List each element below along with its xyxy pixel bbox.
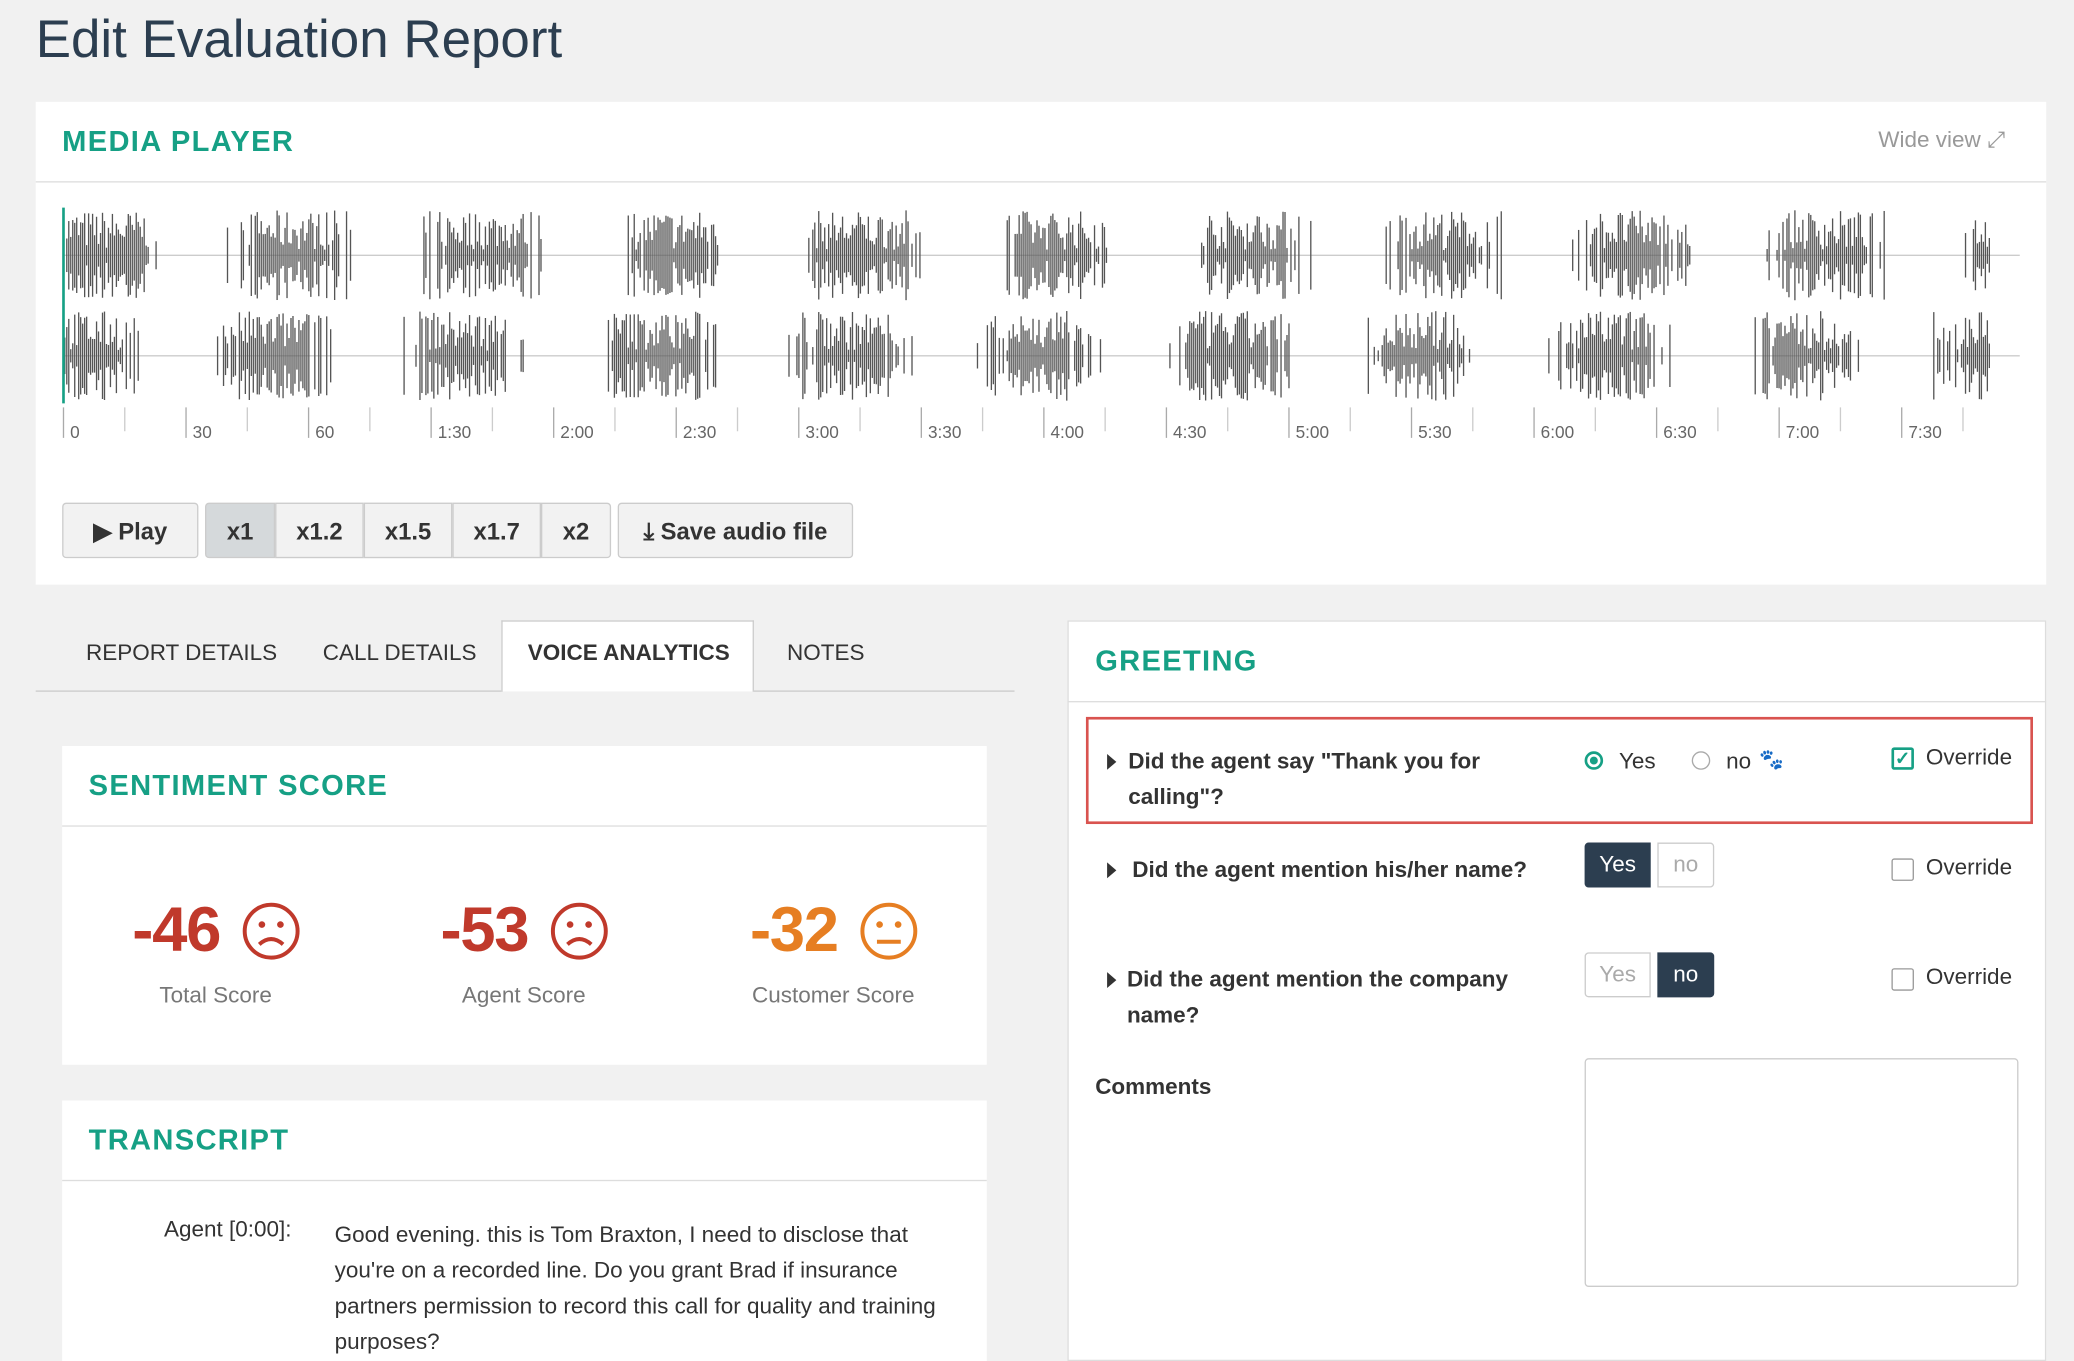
no-button[interactable]: no <box>1657 952 1715 998</box>
question: Did the agent mention the company name? <box>1126 966 1509 1028</box>
save-button[interactable]: ⤓ Save audio file <box>617 502 854 559</box>
panel-heading: SENTIMENT SCORE <box>88 768 389 802</box>
radio[interactable] <box>1691 751 1711 770</box>
panel-heading: GREETING <box>1095 644 1258 678</box>
speed-button[interactable]: x1 <box>205 502 276 559</box>
timeline-label: 3:00 <box>805 422 838 442</box>
timeline-label: 3:30 <box>928 422 961 442</box>
question: Did the agent say "Thank you for calling… <box>1128 748 1481 810</box>
timeline-label: 4:00 <box>1050 422 1083 442</box>
expand-icon[interactable] <box>1107 862 1117 879</box>
panel-heading: MEDIA PLAYER <box>62 124 295 158</box>
timeline-label: 2:00 <box>560 422 593 442</box>
tab[interactable]: REPORT DETAILS <box>85 640 278 666</box>
speed-button[interactable]: x2 <box>540 502 612 559</box>
expand-icon[interactable] <box>1107 753 1117 770</box>
checkbox[interactable] <box>1891 968 1914 991</box>
divider <box>1067 701 2047 703</box>
question: Did the agent mention his/her name? <box>1132 857 1528 883</box>
timeline-label: 5:30 <box>1418 422 1451 442</box>
sentiment-panel <box>62 746 987 1065</box>
timeline-label: 2:30 <box>683 422 716 442</box>
active-tab-bg <box>501 620 754 692</box>
page-title: Edit Evaluation Report <box>35 10 563 69</box>
timeline-label: 60 <box>315 422 334 442</box>
divider <box>62 825 987 827</box>
speaker: Agent [0:00]: <box>164 1216 292 1243</box>
timeline-label: 6:30 <box>1663 422 1696 442</box>
divider <box>35 181 2047 183</box>
yes-button[interactable]: Yes <box>1584 952 1651 998</box>
override-label[interactable]: Override <box>1925 854 2013 880</box>
timeline-label: 1:30 <box>438 422 471 442</box>
override-label[interactable]: Override <box>1925 964 2013 990</box>
score-value: -53 <box>440 895 529 966</box>
comments-label: Comments <box>1095 1074 1212 1100</box>
speed-button[interactable]: x1.2 <box>275 502 364 559</box>
timeline-label: 4:30 <box>1173 422 1206 442</box>
timeline-label: 7:00 <box>1786 422 1819 442</box>
play-button[interactable]: ▶ Play <box>62 502 199 559</box>
radio-label[interactable]: no <box>1726 748 1752 774</box>
radio-selected[interactable] <box>1584 751 1604 770</box>
score-value: -32 <box>749 895 839 966</box>
checkbox-checked[interactable]: ✓ <box>1891 747 1914 770</box>
expand-icon[interactable] <box>1107 972 1117 989</box>
tab[interactable]: NOTES <box>787 640 865 666</box>
divider <box>62 1179 987 1182</box>
score-label: Total Score <box>159 982 272 1008</box>
face-icon <box>550 902 608 960</box>
wide-view-label[interactable]: Wide view <box>1878 126 1981 153</box>
waveform[interactable]: 0 30 60 1:30 2:00 2:30 3:00 3:30 4:00 4:30 5:00 5:3… <box>0 0 2074 456</box>
speed-button[interactable]: x1.7 <box>452 502 541 559</box>
transcript-panel <box>62 1100 987 1361</box>
tab[interactable]: CALL DETAILS <box>322 640 477 666</box>
score-value: -46 <box>132 895 221 966</box>
highlight-box <box>1085 716 2033 825</box>
score-label: Customer Score <box>752 982 915 1008</box>
play-label[interactable]: Play <box>118 518 168 545</box>
timeline-label: 6:00 <box>1541 422 1574 442</box>
panel-heading: TRANSCRIPT <box>88 1122 290 1157</box>
yes-button[interactable]: Yes <box>1584 842 1651 888</box>
timeline-label: 30 <box>193 422 212 442</box>
speed-button[interactable]: x1.5 <box>363 502 453 559</box>
timeline-label: 5:00 <box>1296 422 1329 442</box>
comments-input[interactable] <box>1584 1058 2019 1287</box>
wide-view[interactable]: Wide view ⤢ <box>1878 126 2005 153</box>
radio-label[interactable]: Yes <box>1618 748 1656 774</box>
score-label: Agent Score <box>461 982 586 1008</box>
paw-icon: 🐾 <box>1759 748 1784 772</box>
face-icon <box>860 902 918 960</box>
override-label[interactable]: Override <box>1925 744 2013 770</box>
face-icon <box>242 902 300 960</box>
tab[interactable]: VOICE ANALYTICS <box>527 640 730 666</box>
save-label[interactable]: Save audio file <box>660 518 828 545</box>
timeline-label: 7:30 <box>1908 422 1941 442</box>
no-button[interactable]: no <box>1657 842 1715 888</box>
utterance: Good evening. this is Tom Braxton, I nee… <box>334 1222 936 1355</box>
timeline-label: 0 <box>70 422 80 442</box>
checkbox[interactable] <box>1891 858 1914 881</box>
